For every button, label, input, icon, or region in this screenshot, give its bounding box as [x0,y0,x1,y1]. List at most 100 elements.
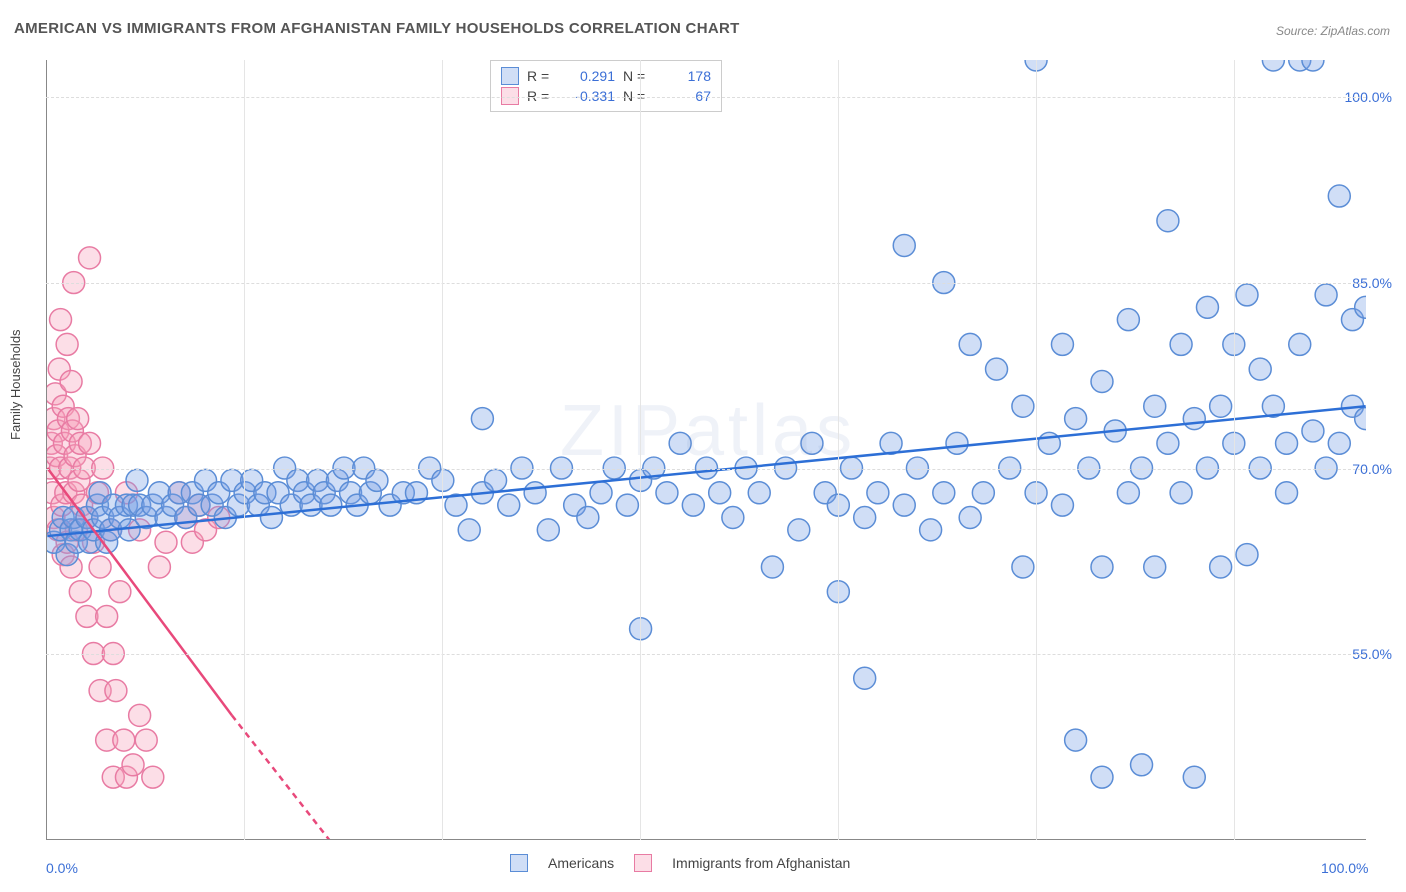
scatter-point [590,482,612,504]
scatter-point [79,432,101,454]
scatter-point [79,247,101,269]
scatter-point [1065,729,1087,751]
scatter-point [1289,333,1311,355]
scatter-point [972,482,994,504]
scatter-point [854,507,876,529]
legend-n-label-b: N = [623,88,653,104]
scatter-point [1065,408,1087,430]
scatter-point [682,494,704,516]
scatter-point [260,507,282,529]
scatter-point [67,408,89,430]
scatter-point [854,667,876,689]
scatter-point [1157,432,1179,454]
scatter-point [959,333,981,355]
scatter-point [1196,296,1218,318]
scatter-point [1183,766,1205,788]
scatter-point [60,371,82,393]
scatter-point [1131,754,1153,776]
legend-swatch-a [501,67,519,85]
scatter-point [148,556,170,578]
legend-r-label-a: R = [527,68,557,84]
scatter-point [155,531,177,553]
scatter-point [867,482,889,504]
legend-r-label-b: R = [527,88,557,104]
scatter-point [1315,284,1337,306]
y-axis-label: Family Households [8,329,23,440]
scatter-point [1051,494,1073,516]
scatter-point [1117,482,1139,504]
bottom-label-b: Immigrants from Afghanistan [672,855,850,871]
legend-n-label-a: N = [623,68,653,84]
scatter-point [1091,371,1113,393]
scatter-point [537,519,559,541]
scatter-point [1183,408,1205,430]
legend-r-value-b: -0.331 [565,88,615,104]
gridline-vertical [1234,60,1235,840]
legend-r-value-a: 0.291 [565,68,615,84]
scatter-point [1236,544,1258,566]
scatter-point [709,482,731,504]
scatter-point [986,358,1008,380]
scatter-point [69,581,91,603]
scatter-point [129,704,151,726]
scatter-point [113,729,135,751]
scatter-point [320,494,342,516]
scatter-point [1170,333,1192,355]
scatter-point [142,766,164,788]
scatter-point [105,680,127,702]
scatter-point [1236,284,1258,306]
scatter-point [946,432,968,454]
scatter-point [1144,556,1166,578]
xtick-label: 0.0% [46,860,78,876]
legend-row-series-b: R = -0.331 N = 67 [501,87,711,105]
gridline-vertical [640,60,641,840]
scatter-point [56,333,78,355]
scatter-point [577,507,599,529]
scatter-point [1170,482,1192,504]
scatter-point [109,581,131,603]
scatter-point [801,432,823,454]
scatter-point [50,309,72,331]
scatter-point [1051,333,1073,355]
scatter-point [89,556,111,578]
bottom-label-a: Americans [548,855,614,871]
gridline-vertical [244,60,245,840]
scatter-point [1210,556,1232,578]
scatter-point [1328,185,1350,207]
scatter-point [524,482,546,504]
scatter-point [893,494,915,516]
scatter-point [616,494,638,516]
scatter-point [933,482,955,504]
bottom-swatch-a [510,854,528,872]
scatter-point [1012,395,1034,417]
scatter-point [1249,358,1271,380]
source-attribution: Source: ZipAtlas.com [1276,24,1390,38]
chart-title: AMERICAN VS IMMIGRANTS FROM AFGHANISTAN … [14,20,740,37]
xtick-label: 100.0% [1321,860,1368,876]
scatter-point [1302,420,1324,442]
scatter-point [366,469,388,491]
scatter-point [1012,556,1034,578]
scatter-point [1157,210,1179,232]
legend-swatch-b [501,87,519,105]
scatter-point [748,482,770,504]
gridline-vertical [838,60,839,840]
scatter-point [788,519,810,541]
scatter-point [669,432,691,454]
series-legend: Americans Immigrants from Afghanistan [510,854,850,872]
scatter-point [498,494,520,516]
scatter-point [920,519,942,541]
scatter-point [126,469,148,491]
scatter-point [96,605,118,627]
scatter-point [458,519,480,541]
scatter-point [722,507,744,529]
scatter-point [959,507,981,529]
trendline [232,715,377,839]
gridline-vertical [1036,60,1037,840]
scatter-point [1262,60,1284,71]
scatter-point [1117,309,1139,331]
scatter-point [122,754,144,776]
scatter-point [76,605,98,627]
scatter-point [471,408,493,430]
legend-row-series-a: R = 0.291 N = 178 [501,67,711,85]
